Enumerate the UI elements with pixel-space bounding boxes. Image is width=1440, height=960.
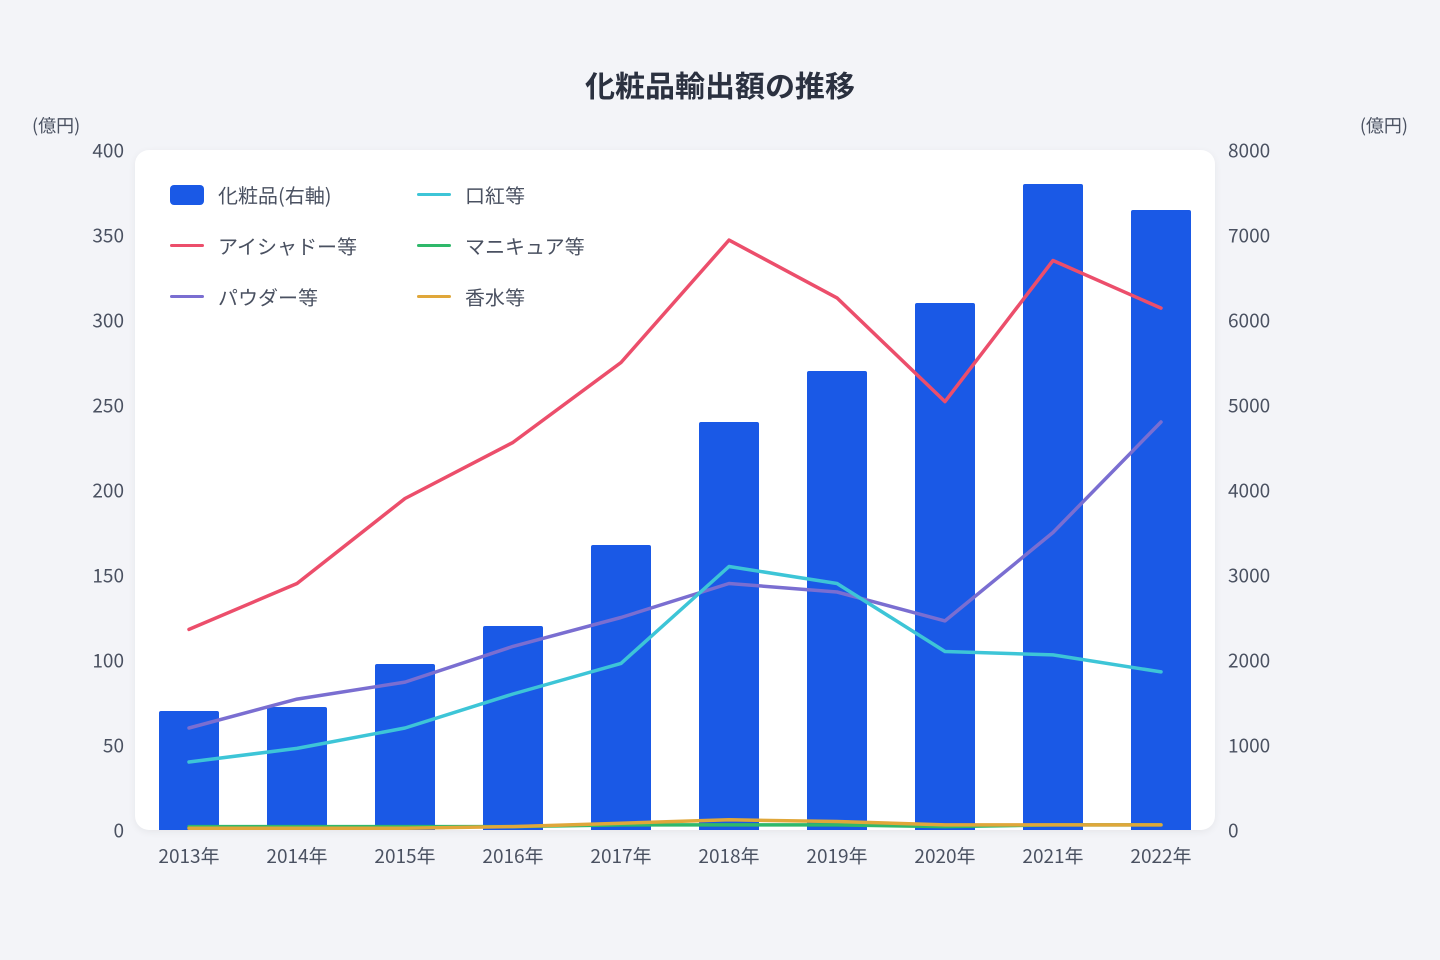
left-axis-unit: (億円) bbox=[32, 112, 80, 138]
legend-swatch-line bbox=[170, 295, 204, 298]
page: 化粧品輸出額の推移 (億円) (億円) 0 50 100 150 200 250 300 35… bbox=[0, 0, 1440, 960]
legend-label: 口紅等 bbox=[465, 180, 525, 209]
right-y-tick-label: 4000 bbox=[1228, 477, 1270, 504]
line-powder bbox=[189, 422, 1161, 728]
left-y-tick-label: 300 bbox=[92, 307, 124, 334]
legend-label: アイシャドー等 bbox=[218, 231, 357, 260]
x-tick-label: 2022年 bbox=[1130, 842, 1191, 869]
right-y-tick-label: 7000 bbox=[1228, 222, 1270, 249]
left-y-tick-label: 350 bbox=[92, 222, 124, 249]
x-tick-label: 2016年 bbox=[482, 842, 543, 869]
legend-item: パウダー等 bbox=[170, 282, 357, 311]
right-y-tick-label: 1000 bbox=[1228, 732, 1270, 759]
x-tick-label: 2017年 bbox=[590, 842, 651, 869]
legend-swatch-line bbox=[417, 295, 451, 298]
legend-swatch-line bbox=[417, 244, 451, 247]
right-y-tick-label: 6000 bbox=[1228, 307, 1270, 334]
chart-title: 化粧品輸出額の推移 bbox=[0, 62, 1440, 106]
right-y-tick-label: 3000 bbox=[1228, 562, 1270, 589]
left-y-tick-label: 50 bbox=[103, 732, 124, 759]
legend-label: 化粧品(右軸) bbox=[218, 180, 332, 209]
legend-item: 化粧品(右軸) bbox=[170, 180, 357, 209]
legend-label: 香水等 bbox=[465, 282, 525, 311]
left-y-tick-label: 0 bbox=[113, 817, 124, 844]
x-tick-label: 2020年 bbox=[914, 842, 975, 869]
line-lipstick bbox=[189, 567, 1161, 763]
x-tick-label: 2014年 bbox=[266, 842, 327, 869]
legend-swatch-line bbox=[417, 193, 451, 196]
legend-swatch-line bbox=[170, 244, 204, 247]
right-y-tick-label: 2000 bbox=[1228, 647, 1270, 674]
right-y-tick-label: 8000 bbox=[1228, 137, 1270, 164]
legend-label: パウダー等 bbox=[218, 282, 318, 311]
left-y-tick-label: 150 bbox=[92, 562, 124, 589]
x-tick-label: 2013年 bbox=[158, 842, 219, 869]
legend-label: マニキュア等 bbox=[465, 231, 585, 260]
x-tick-label: 2018年 bbox=[698, 842, 759, 869]
legend-swatch-bar bbox=[170, 185, 204, 205]
left-y-tick-label: 250 bbox=[92, 392, 124, 419]
left-y-tick-label: 200 bbox=[92, 477, 124, 504]
right-y-tick-label: 5000 bbox=[1228, 392, 1270, 419]
legend-item: 口紅等 bbox=[417, 180, 585, 209]
legend-item: アイシャドー等 bbox=[170, 231, 357, 260]
right-axis-unit: (億円) bbox=[1360, 112, 1408, 138]
plot-area: 化粧品(右軸) 口紅等アイシャドー等 マニキュア等パウダー等 香水等 bbox=[135, 150, 1215, 830]
x-tick-label: 2015年 bbox=[374, 842, 435, 869]
left-y-tick-label: 100 bbox=[92, 647, 124, 674]
x-tick-label: 2021年 bbox=[1022, 842, 1083, 869]
legend-item: 香水等 bbox=[417, 282, 585, 311]
x-tick-label: 2019年 bbox=[806, 842, 867, 869]
right-y-tick-label: 0 bbox=[1228, 817, 1239, 844]
left-y-tick-label: 400 bbox=[92, 137, 124, 164]
legend-item: マニキュア等 bbox=[417, 231, 585, 260]
legend: 化粧品(右軸) 口紅等アイシャドー等 マニキュア等パウダー等 香水等 bbox=[170, 180, 585, 311]
